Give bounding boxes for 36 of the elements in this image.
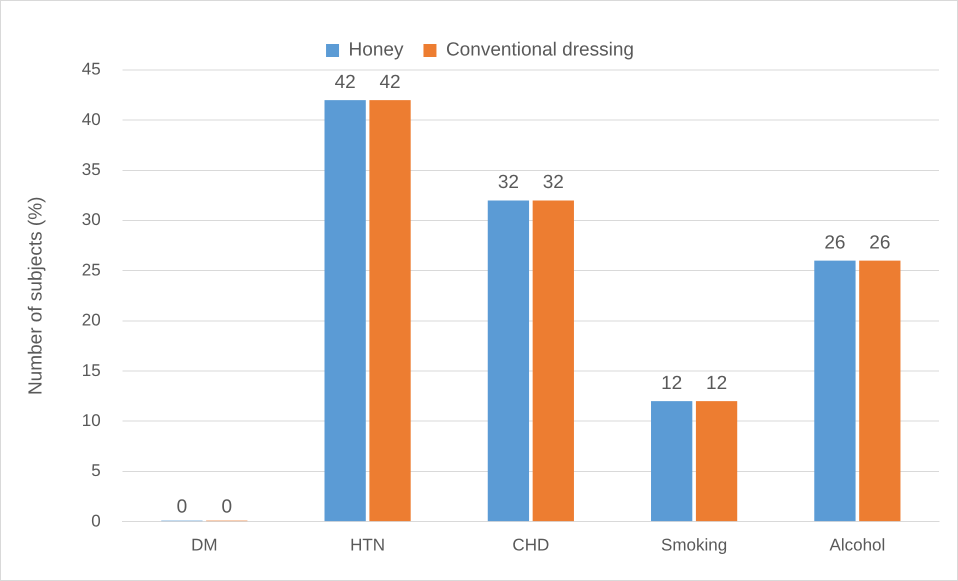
y-tick-label: 45 xyxy=(82,60,101,79)
data-label: 12 xyxy=(661,372,682,394)
data-label: 0 xyxy=(221,496,232,518)
bar xyxy=(532,200,574,522)
data-label: 26 xyxy=(869,232,890,254)
x-tick-label: DM xyxy=(191,535,218,554)
y-tick-label: 30 xyxy=(82,210,101,230)
x-tick-label: HTN xyxy=(350,535,386,554)
y-tick-label: 15 xyxy=(82,360,101,380)
legend-label: Conventional dressing xyxy=(446,40,634,61)
data-label: 0 xyxy=(176,496,188,518)
y-tick-label: 25 xyxy=(82,260,101,280)
y-tick-label: 35 xyxy=(82,160,101,180)
x-tick-label: CHD xyxy=(512,535,550,554)
data-label: 12 xyxy=(706,372,728,394)
y-axis-title: Number of subjects (%) xyxy=(26,196,47,396)
bar xyxy=(324,100,366,522)
y-tick-label: 0 xyxy=(91,511,101,530)
legend-label: Honey xyxy=(348,40,404,61)
bar xyxy=(488,200,530,522)
x-tick-label: Smoking xyxy=(661,535,728,554)
x-tick-label: Alcohol xyxy=(829,535,886,554)
bar xyxy=(651,401,692,522)
bar xyxy=(859,260,900,522)
data-label: 32 xyxy=(498,172,519,194)
data-label: 32 xyxy=(542,172,564,194)
data-label: 42 xyxy=(379,72,401,93)
bar xyxy=(696,401,738,522)
bar xyxy=(814,260,856,522)
y-tick-label: 5 xyxy=(91,461,101,480)
data-label: 26 xyxy=(824,232,846,254)
y-tick-label: 40 xyxy=(82,110,101,129)
bar xyxy=(369,100,411,522)
y-tick-label: 10 xyxy=(82,410,101,430)
data-label: 42 xyxy=(334,72,356,93)
y-tick-label: 20 xyxy=(82,310,101,330)
